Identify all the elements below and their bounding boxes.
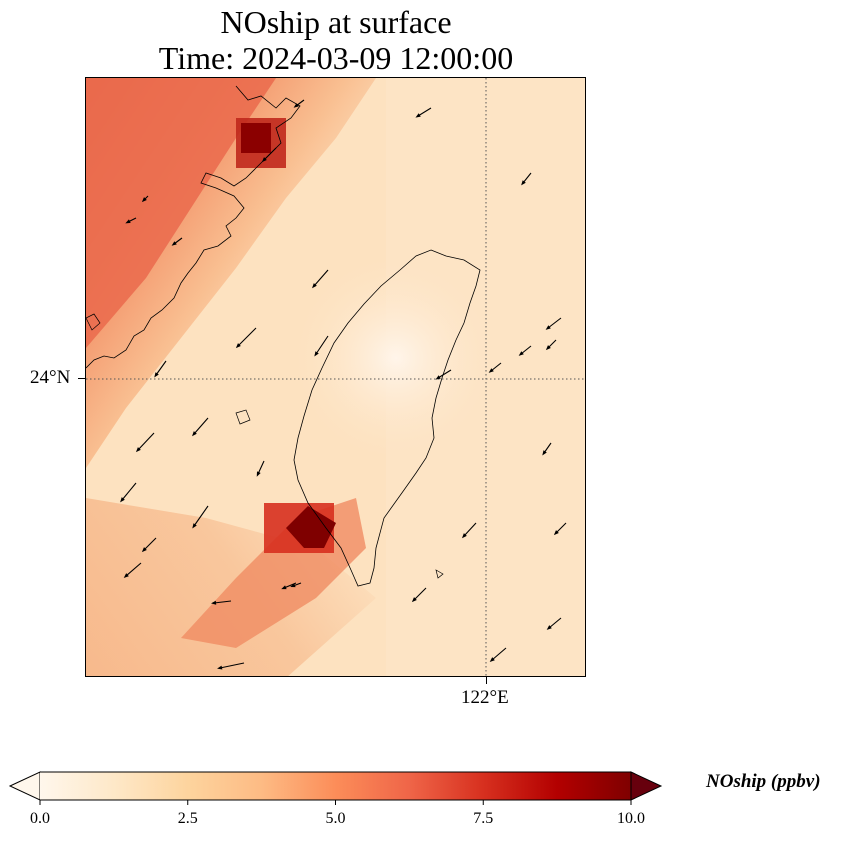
colorbar-tick-label: 2.5 — [178, 810, 198, 827]
wind-arrow-head — [235, 343, 241, 349]
wind-arrow-shaft — [193, 505, 209, 527]
wind-arrow-shaft — [548, 617, 562, 629]
colorbar: 0.0 2.5 5.0 7.5 10.0 — [0, 760, 842, 836]
wind-arrow-head — [125, 219, 131, 224]
lat-tick — [78, 378, 85, 379]
wind-arrow-head — [518, 351, 524, 356]
wind-arrow-head — [211, 600, 217, 605]
wind-arrow-shaft — [283, 582, 297, 589]
wind-vectors — [120, 99, 567, 670]
plot-title: NOship at surface Time: 2024-03-09 12:00… — [86, 4, 586, 76]
wind-arrow-head — [553, 530, 559, 536]
wind-arrow-head — [411, 597, 417, 603]
wind-arrow-head — [192, 523, 197, 529]
wind-arrow-shaft — [213, 600, 232, 604]
wind-arrow-shaft — [547, 317, 562, 329]
colorbar-tick-label: 10.0 — [617, 810, 645, 827]
wind-arrow-head — [545, 325, 551, 330]
wind-arrow-shaft — [263, 147, 277, 161]
wind-arrow-head — [314, 351, 319, 357]
wind-arrow-head — [171, 241, 177, 246]
wind-arrow-head — [281, 585, 287, 590]
wind-arrow-head — [293, 103, 299, 108]
colorbar-label: NOship (ppbv) — [706, 771, 821, 792]
green-island — [435, 569, 444, 579]
wind-arrow-head — [123, 573, 129, 578]
colorbar-extend-low — [8, 771, 41, 801]
wind-arrow-head — [546, 625, 552, 630]
wind-arrow-head — [312, 283, 317, 289]
wind-arrow-shaft — [313, 269, 329, 287]
wind-arrow-head — [141, 547, 147, 553]
colorbar-extend-high — [630, 771, 663, 801]
wind-arrow-shaft — [543, 442, 552, 454]
wind-arrow-shaft — [555, 522, 567, 534]
title-line-1: NOship at surface — [220, 4, 452, 40]
penghu-islands — [235, 409, 251, 425]
wind-arrow-head — [154, 372, 159, 378]
wind-arrow-shaft — [125, 562, 142, 577]
colorbar-gradient — [40, 772, 631, 800]
wind-arrow-head — [290, 583, 296, 588]
field-taiwan-pale — [286, 248, 506, 468]
wind-arrow-head — [415, 113, 421, 118]
hotspot-north — [241, 123, 271, 153]
colorbar-svg: 0.0 2.5 5.0 7.5 10.0 — [8, 771, 663, 827]
map-panel — [85, 77, 586, 677]
wind-arrow-head — [192, 431, 197, 437]
wind-arrow-shaft — [143, 537, 157, 551]
wind-arrow-shaft — [413, 587, 427, 601]
wind-arrow-shaft — [417, 107, 432, 117]
wind-arrow-head — [545, 345, 551, 351]
wind-arrow-head — [488, 368, 494, 373]
coastline-island-1 — [86, 313, 101, 331]
wind-arrow-head — [489, 657, 495, 662]
wind-arrow-head — [521, 180, 526, 186]
colorbar-tick-label: 0.0 — [30, 810, 50, 827]
colorbar-ticks: 0.0 2.5 5.0 7.5 10.0 — [30, 800, 645, 827]
title-line-2: Time: 2024-03-09 12:00:00 — [158, 40, 514, 76]
wind-arrow-shaft — [520, 345, 532, 355]
wind-arrow-shaft — [257, 460, 265, 475]
wind-arrow-shaft — [490, 362, 502, 372]
wind-arrow-head — [542, 450, 547, 456]
lon-label-122e: 122°E — [461, 687, 509, 708]
field-coastal-band-core — [86, 78, 276, 348]
wind-arrow-shaft — [121, 482, 137, 501]
wind-arrow-head — [256, 471, 261, 477]
wind-arrow-shaft — [437, 369, 452, 379]
coastline-china — [86, 85, 301, 369]
wind-arrow-shaft — [219, 662, 245, 669]
wind-arrow-head — [135, 447, 141, 453]
map-canvas — [86, 78, 585, 676]
wind-arrow-head — [435, 375, 441, 380]
wind-arrow-shaft — [315, 335, 329, 355]
colorbar-tick-label: 7.5 — [473, 810, 493, 827]
wind-arrow-head — [261, 157, 267, 163]
wind-arrow-shaft — [522, 172, 532, 184]
wind-arrow-head — [461, 533, 467, 539]
wind-arrow-shaft — [491, 647, 507, 661]
wind-arrow-shaft — [155, 360, 167, 376]
wind-arrow-shaft — [463, 522, 477, 537]
wind-arrow-shaft — [137, 432, 155, 451]
wind-arrow-shaft — [237, 327, 257, 347]
coastline-taiwan — [293, 249, 481, 587]
wind-arrow-head — [141, 197, 147, 203]
colorbar-tick-label: 5.0 — [326, 810, 346, 827]
lat-label-24n: 24°N — [30, 367, 71, 388]
wind-arrow-shaft — [193, 417, 209, 435]
lon-tick — [486, 677, 487, 684]
wind-arrow-head — [120, 497, 125, 503]
wind-arrow-head — [217, 665, 223, 670]
hotspot-south — [286, 506, 336, 548]
